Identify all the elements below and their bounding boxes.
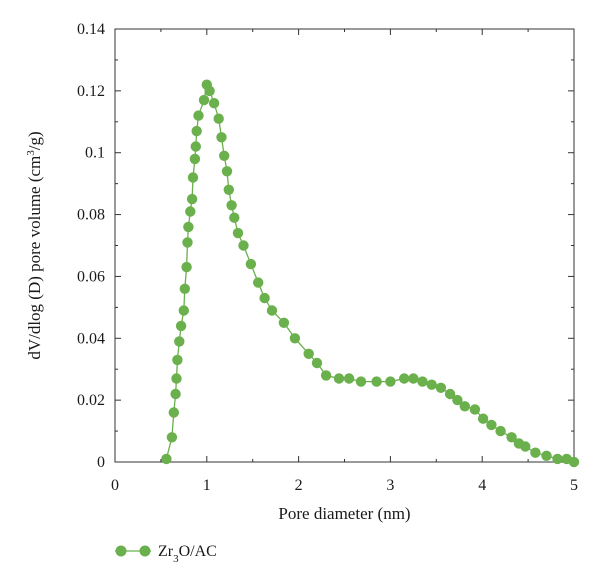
data-point [355, 376, 367, 387]
data-point [278, 317, 290, 328]
y-tick-label: 0.1 [85, 145, 105, 162]
data-point [486, 419, 497, 431]
y-axis-title-superscript: 3 [25, 150, 37, 156]
data-point [198, 94, 210, 106]
legend-marker [139, 545, 151, 557]
data-point [495, 425, 506, 437]
y-tick-label: 0.06 [77, 268, 105, 285]
data-point [179, 283, 190, 294]
data-point [320, 370, 332, 381]
legend-label-subscript: 3 [173, 553, 179, 565]
y-axis-title: dV/dlog (D) pore volume (cm3/g) [25, 131, 44, 359]
data-point [343, 373, 355, 384]
data-point [444, 388, 456, 400]
data-point [168, 407, 179, 418]
legend-label: Zr3O/AC [158, 543, 217, 565]
x-tick-label: 2 [295, 477, 303, 494]
data-point [191, 125, 202, 137]
data-point [219, 150, 230, 161]
data-point [259, 292, 270, 304]
data-point [245, 258, 257, 270]
data-point [187, 172, 199, 183]
data-point [186, 193, 198, 205]
data-point [216, 132, 227, 143]
data-point [253, 277, 264, 288]
y-tick-label: 0.08 [77, 207, 105, 224]
legend-label-rest: O/AC [179, 543, 217, 560]
data-point [174, 336, 185, 347]
data-point [520, 441, 531, 452]
legend-marker [115, 545, 127, 557]
data-point [178, 305, 189, 316]
data-point [311, 357, 323, 369]
data-point [175, 320, 187, 332]
data-point [181, 261, 192, 273]
data-point [385, 376, 396, 387]
y-tick-label: 0.12 [77, 83, 105, 100]
data-point [208, 98, 220, 109]
data-point [238, 240, 249, 251]
y-tick-label: 0.14 [77, 21, 105, 38]
data-point [182, 237, 193, 248]
x-tick-label: 1 [203, 477, 211, 494]
legend-label-base: Zr [158, 543, 174, 560]
data-point [229, 212, 240, 223]
data-point [161, 453, 172, 465]
y-tick-label: 0 [97, 454, 105, 471]
x-tick-label: 3 [386, 477, 394, 494]
y-tick-label: 0.02 [77, 392, 105, 409]
data-point [289, 333, 301, 344]
data-point [223, 184, 234, 195]
data-point [193, 110, 204, 121]
data-point [541, 450, 552, 461]
data-point [333, 373, 345, 384]
data-point [435, 382, 447, 393]
x-axis: 0 1 2 3 4 5 [111, 29, 578, 494]
data-point [469, 404, 481, 415]
data-point [399, 373, 410, 384]
x-axis-title: Pore diameter (nm) [278, 504, 410, 523]
data-point [417, 376, 428, 387]
y-axis-title-main: dV/dlog (D) pore volume (cm [25, 156, 44, 360]
data-point [183, 221, 194, 233]
data-point [170, 388, 181, 400]
series-line [165, 82, 575, 463]
data-point [221, 166, 233, 177]
data-point [185, 206, 196, 217]
data-point [189, 153, 201, 165]
data-point [213, 113, 224, 124]
data-point [172, 354, 183, 366]
y-axis: 0 0.02 0.04 0.06 0.08 0.1 0.12 0.14 [77, 21, 574, 471]
data-point [171, 373, 182, 384]
data-point [226, 200, 237, 211]
data-point [568, 456, 580, 468]
data-point [303, 348, 314, 359]
data-point [166, 432, 178, 443]
data-point [459, 401, 470, 412]
series-layer [161, 79, 580, 468]
data-point [530, 447, 541, 458]
data-point [408, 373, 419, 384]
data-point [552, 453, 563, 465]
x-tick-label: 4 [478, 477, 486, 494]
data-point [204, 85, 215, 97]
data-point [190, 141, 201, 152]
data-point [506, 432, 517, 443]
x-tick-label: 5 [570, 477, 578, 494]
legend: Zr3O/AC [115, 543, 217, 565]
data-point [426, 379, 437, 390]
data-point [232, 227, 244, 239]
data-point [371, 376, 382, 387]
y-tick-label: 0.04 [77, 330, 105, 347]
data-point [452, 394, 463, 406]
x-tick-label: 0 [111, 477, 119, 494]
data-point [477, 413, 489, 424]
y-axis-title-unit: /g) [25, 131, 44, 150]
data-point [266, 305, 278, 316]
